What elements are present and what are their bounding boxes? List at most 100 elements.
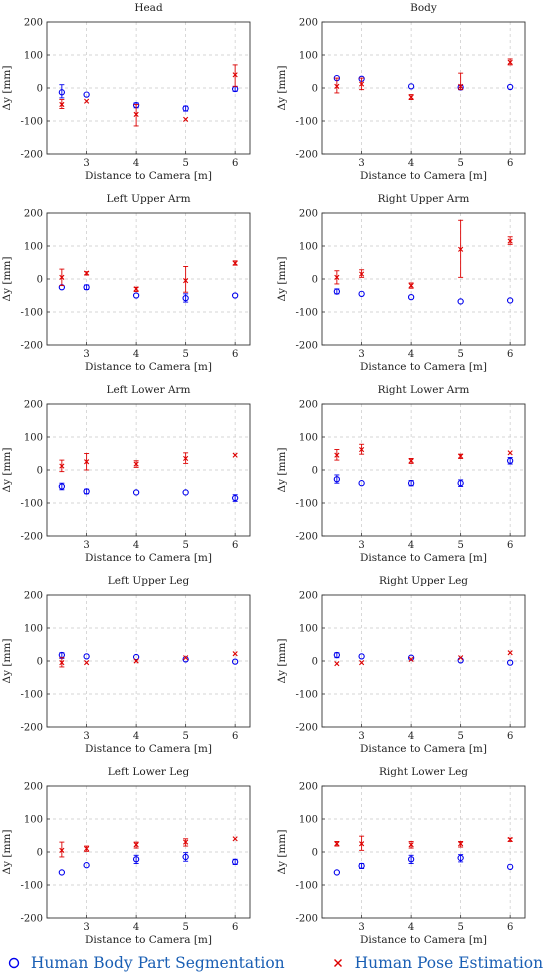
- data-point: [183, 455, 189, 462]
- y-tick-label: 200: [24, 591, 43, 602]
- data-point: [334, 452, 340, 458]
- series-segmentation: [58, 84, 239, 112]
- y-axis-label: Δy [mm]: [1, 830, 13, 875]
- data-point: [183, 278, 189, 284]
- y-tick-label: 200: [299, 591, 318, 602]
- x-tick-label: 6: [232, 158, 238, 169]
- data-point: [232, 260, 238, 266]
- y-tick-label: 100: [24, 51, 43, 62]
- data-point: [83, 91, 90, 98]
- data-point: [334, 83, 340, 89]
- x-marker-icon: [333, 959, 342, 967]
- y-tick-label: 0: [37, 84, 43, 95]
- data-point: [458, 246, 464, 252]
- data-point: [84, 270, 90, 276]
- data-point: [458, 841, 464, 847]
- y-axis-label: Δy [mm]: [1, 257, 13, 302]
- x-tick-label: 5: [182, 158, 188, 169]
- x-tick-label: 5: [182, 731, 188, 742]
- y-axis-label: Δy [mm]: [276, 448, 288, 493]
- series-segmentation: [333, 457, 514, 487]
- series-pose: [59, 836, 238, 858]
- data-point: [359, 841, 365, 847]
- data-point: [231, 858, 239, 866]
- x-tick-label: 4: [133, 540, 139, 551]
- x-tick-label: 4: [133, 349, 139, 360]
- data-point: [359, 81, 365, 87]
- data-point: [506, 83, 514, 91]
- legend: Human Body Part Segmentation Human Pose …: [0, 950, 550, 976]
- y-axis-label: Δy [mm]: [276, 830, 288, 875]
- y-tick-label: -100: [296, 690, 318, 701]
- y-tick-label: -100: [296, 117, 318, 128]
- series-pose: [334, 58, 513, 101]
- series-segmentation: [333, 854, 514, 876]
- y-tick-label: -200: [296, 150, 318, 161]
- data-point: [507, 650, 513, 656]
- x-axis-label: Distance to Camera [m]: [85, 934, 212, 946]
- x-tick-label: 4: [408, 922, 414, 933]
- y-tick-label: -200: [21, 532, 43, 543]
- y-tick-label: -200: [21, 914, 43, 925]
- x-tick-label: 3: [83, 158, 89, 169]
- data-point: [133, 286, 139, 292]
- data-point: [407, 654, 415, 661]
- data-point: [83, 862, 90, 869]
- panel-title: Left Lower Arm: [106, 384, 190, 396]
- panel-0: Head 3 4 5 6 -200 -100 0 100 200 Distance to Camer…: [1, 2, 251, 182]
- y-axis-label: Δy [mm]: [276, 639, 288, 684]
- data-point: [408, 842, 414, 848]
- x-tick-label: 4: [133, 731, 139, 742]
- y-tick-label: -100: [296, 881, 318, 892]
- data-point: [506, 659, 514, 666]
- series-pose: [334, 835, 513, 851]
- panel-5: Right Lower Arm 3 4 5 6 -200 -100 0 100 200 Distan…: [276, 384, 526, 564]
- circle-marker-icon: [8, 957, 20, 969]
- series-segmentation: [58, 852, 239, 876]
- data-point: [84, 98, 90, 104]
- data-point: [458, 655, 464, 661]
- data-point: [84, 660, 90, 666]
- panel-2: Left Upper Arm 3 4 5 6 -200 -100 0 100 200 Distanc…: [1, 193, 251, 373]
- y-tick-label: 200: [24, 782, 43, 793]
- x-tick-label: 5: [457, 922, 463, 933]
- data-point: [132, 489, 140, 496]
- data-point: [58, 89, 66, 96]
- legend-label-segmentation: Human Body Part Segmentation: [30, 954, 285, 972]
- x-tick-label: 3: [83, 540, 89, 551]
- y-tick-label: 0: [312, 84, 318, 95]
- data-point: [358, 290, 365, 297]
- x-tick-label: 5: [182, 540, 188, 551]
- panel-6: Left Upper Leg 3 4 5 6 -200 -100 0 100 200 Distanc…: [1, 575, 251, 755]
- legend-label-pose: Human Pose Estimation: [354, 954, 544, 972]
- y-tick-label: -200: [296, 341, 318, 352]
- series-segmentation: [58, 482, 239, 502]
- series-pose: [334, 219, 513, 289]
- y-tick-label: 200: [299, 18, 318, 29]
- x-tick-label: 5: [457, 349, 463, 360]
- series-pose: [59, 260, 238, 293]
- y-tick-label: -200: [296, 532, 318, 543]
- x-tick-label: 4: [408, 158, 414, 169]
- data-point: [182, 489, 189, 496]
- x-tick-label: 4: [133, 158, 139, 169]
- y-tick-label: 0: [37, 275, 43, 286]
- y-tick-label: -100: [296, 499, 318, 510]
- series-segmentation: [58, 284, 239, 303]
- y-tick-label: -200: [21, 150, 43, 161]
- chart-grid: Head 3 4 5 6 -200 -100 0 100 200 Distance to Camer…: [1, 2, 526, 946]
- data-point: [84, 846, 90, 852]
- x-tick-label: 3: [358, 349, 364, 360]
- data-point: [133, 658, 139, 664]
- data-point: [333, 651, 341, 659]
- x-tick-label: 6: [507, 731, 513, 742]
- data-point: [359, 271, 365, 277]
- x-tick-label: 4: [408, 540, 414, 551]
- y-tick-label: 0: [37, 466, 43, 477]
- data-point: [182, 105, 189, 112]
- x-axis-label: Distance to Camera [m]: [360, 743, 487, 755]
- x-axis-label: Distance to Camera [m]: [360, 361, 487, 373]
- data-point: [506, 863, 514, 870]
- x-tick-label: 5: [182, 349, 188, 360]
- x-tick-label: 3: [83, 349, 89, 360]
